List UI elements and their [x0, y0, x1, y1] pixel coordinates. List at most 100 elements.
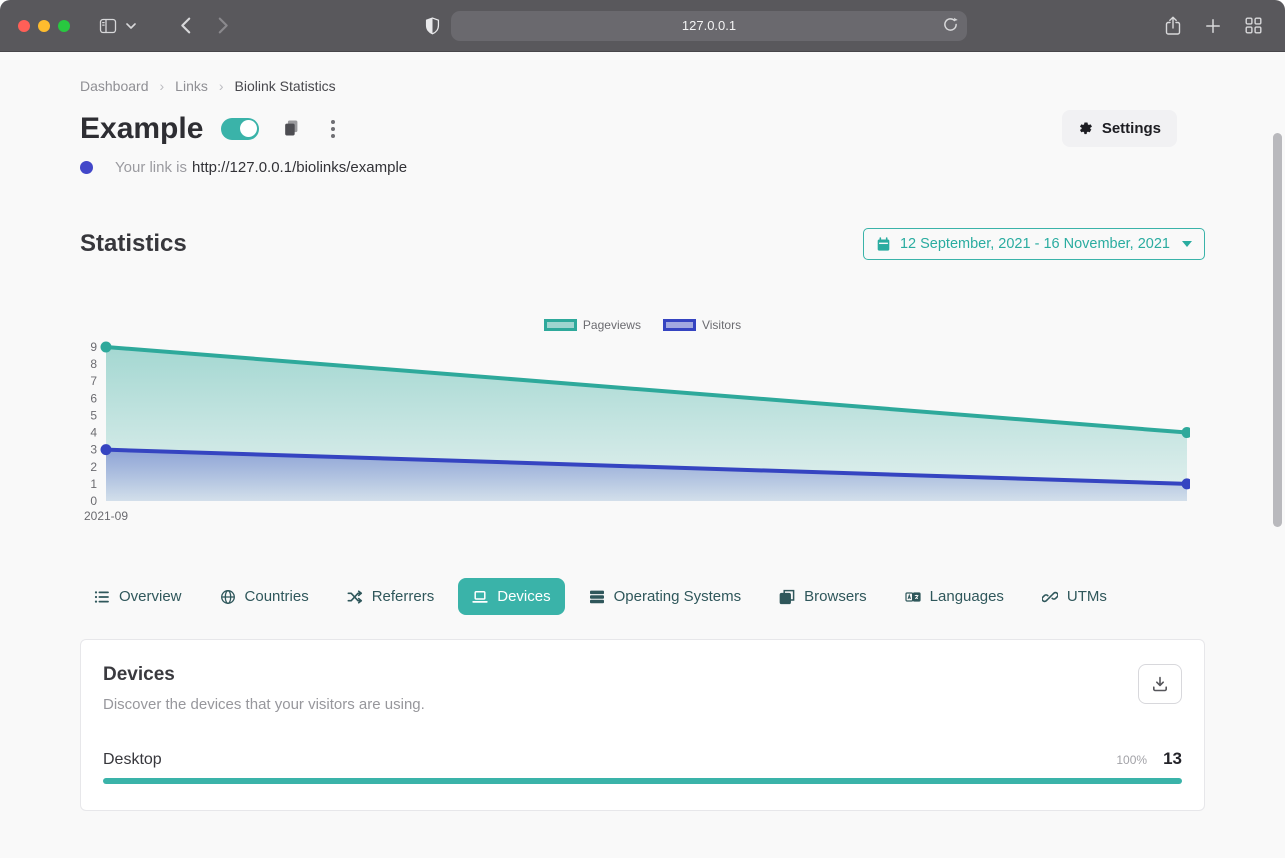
- chart-legend: Pageviews Visitors: [80, 318, 1205, 332]
- status-dot-icon: [80, 161, 93, 174]
- breadcrumb: Dashboard › Links › Biolink Statistics: [0, 52, 1285, 94]
- back-button[interactable]: [171, 12, 199, 40]
- close-window-button[interactable]: [18, 19, 30, 32]
- forward-button[interactable]: [209, 12, 237, 40]
- export-button[interactable]: [1138, 664, 1182, 704]
- svg-text:0: 0: [90, 494, 97, 508]
- window-icon: [779, 589, 795, 605]
- tab-label: Devices: [497, 588, 551, 605]
- svg-text:5: 5: [90, 408, 97, 422]
- shuffle-icon: [347, 589, 363, 605]
- chart-canvas: 0 1 2 3 4 5 6 7 8 9 2021-09: [84, 340, 1193, 523]
- new-tab-icon[interactable]: [1199, 12, 1227, 40]
- page-content: Dashboard › Links › Biolink Statistics Examp…: [0, 52, 1285, 858]
- gear-icon: [1078, 121, 1093, 136]
- legend-swatch: [543, 319, 577, 331]
- tab-countries[interactable]: Countries: [206, 578, 323, 615]
- tab-devices[interactable]: Devices: [458, 578, 565, 615]
- svg-text:2021-09: 2021-09: [84, 509, 128, 523]
- tab-overview-icon[interactable]: [1239, 12, 1267, 40]
- breadcrumb-item-links[interactable]: Links: [175, 78, 208, 94]
- tab-operating-systems[interactable]: Operating Systems: [575, 578, 756, 615]
- sidebar-icon[interactable]: [94, 12, 122, 40]
- devices-card-header: Devices Discover the devices that your v…: [103, 664, 1182, 713]
- tab-languages[interactable]: Languages: [891, 578, 1018, 615]
- toolbar-right: [1159, 12, 1267, 40]
- legend-swatch: [662, 319, 696, 331]
- globe-icon: [220, 589, 236, 605]
- tab-overview[interactable]: Overview: [80, 578, 196, 615]
- link-label: Your link is: [115, 159, 187, 176]
- copy-icon[interactable]: [282, 119, 301, 138]
- device-label: Desktop: [103, 751, 162, 768]
- settings-label: Settings: [1101, 120, 1161, 137]
- device-rows: Desktop 100% 13: [103, 749, 1182, 784]
- url-text: 127.0.0.1: [681, 18, 737, 33]
- device-progress-bar: [103, 778, 1182, 784]
- tab-label: Overview: [119, 588, 182, 605]
- legend-label: Pageviews: [582, 318, 641, 332]
- svg-text:9: 9: [90, 340, 97, 354]
- caret-down-icon: [1182, 241, 1192, 247]
- svg-text:8: 8: [90, 357, 97, 371]
- breadcrumb-item-biolink-statistics: Biolink Statistics: [234, 78, 336, 94]
- tab-label: Languages: [929, 588, 1004, 605]
- breadcrumb-item-dashboard[interactable]: Dashboard: [80, 78, 149, 94]
- link-url[interactable]: http://127.0.0.1/biolinks/example: [191, 159, 408, 176]
- date-range-label: 12 September, 2021 - 16 November, 2021: [899, 236, 1170, 252]
- address-zone: 127.0.0.1: [243, 10, 1149, 41]
- more-options-icon[interactable]: [327, 116, 339, 142]
- link-icon: [1041, 589, 1058, 605]
- device-percent: 100%: [1116, 753, 1148, 767]
- scrollbar-thumb[interactable]: [1273, 133, 1282, 527]
- download-icon: [1152, 676, 1168, 692]
- privacy-shield-icon[interactable]: [425, 16, 440, 35]
- devices-card-title: Devices: [103, 664, 175, 685]
- svg-text:4: 4: [90, 426, 97, 440]
- link-row: Your link is http://127.0.0.1/biolinks/e…: [80, 159, 1205, 176]
- svg-text:2: 2: [90, 460, 97, 474]
- statistics-row: Statistics 12 September, 2021 - 16 Novem…: [80, 228, 1205, 260]
- settings-button[interactable]: Settings: [1061, 110, 1177, 147]
- tab-label: UTMs: [1066, 588, 1107, 605]
- browser-toolbar: 127.0.0.1: [0, 0, 1285, 52]
- tab-utms[interactable]: UTMs: [1028, 578, 1121, 615]
- reload-icon[interactable]: [942, 16, 959, 33]
- legend-item-visitors[interactable]: Visitors: [662, 318, 742, 332]
- link-enabled-toggle[interactable]: [221, 117, 260, 140]
- tab-label: Browsers: [804, 588, 867, 605]
- tab-label: Operating Systems: [613, 588, 742, 605]
- devices-card-subtitle: Discover the devices that your visitors …: [103, 696, 425, 713]
- toggle-knob: [239, 120, 257, 137]
- calendar-icon: [876, 236, 891, 252]
- share-icon[interactable]: [1159, 12, 1187, 40]
- legend-label: Visitors: [701, 318, 742, 332]
- svg-text:7: 7: [90, 374, 97, 388]
- page-title: Example: [80, 111, 204, 145]
- statistics-heading: Statistics: [80, 230, 187, 257]
- tab-label: Referrers: [371, 588, 435, 605]
- date-range-button[interactable]: 12 September, 2021 - 16 November, 2021: [862, 228, 1205, 260]
- toolbar-nav: [94, 12, 237, 40]
- chevron-down-icon[interactable]: [122, 12, 140, 40]
- minimize-window-button[interactable]: [38, 19, 50, 32]
- tab-browsers[interactable]: Browsers: [765, 578, 881, 615]
- svg-text:6: 6: [90, 391, 97, 405]
- title-row: Example Settings: [80, 110, 1205, 147]
- breadcrumb-separator: ›: [218, 78, 224, 94]
- tab-referrers[interactable]: Referrers: [333, 578, 449, 615]
- traffic-lights: [18, 19, 70, 32]
- zoom-window-button[interactable]: [58, 19, 70, 32]
- visits-chart: Pageviews Visitors 0 1 2 3 4 5 6 7 8 9 2021-09: [80, 314, 1205, 528]
- devices-card: Devices Discover the devices that your v…: [80, 639, 1205, 811]
- svg-text:3: 3: [90, 443, 97, 457]
- laptop-icon: [472, 589, 488, 605]
- address-bar[interactable]: 127.0.0.1: [451, 10, 967, 41]
- device-row-desktop: Desktop 100% 13: [103, 749, 1182, 784]
- tab-label: Countries: [244, 588, 309, 605]
- list-icon: [94, 589, 110, 605]
- legend-item-pageviews[interactable]: Pageviews: [543, 318, 641, 332]
- statistics-tabs: Overview Countries Referrers Devices Operati…: [80, 578, 1205, 615]
- language-icon: [905, 589, 921, 605]
- device-count: 13: [1163, 749, 1182, 768]
